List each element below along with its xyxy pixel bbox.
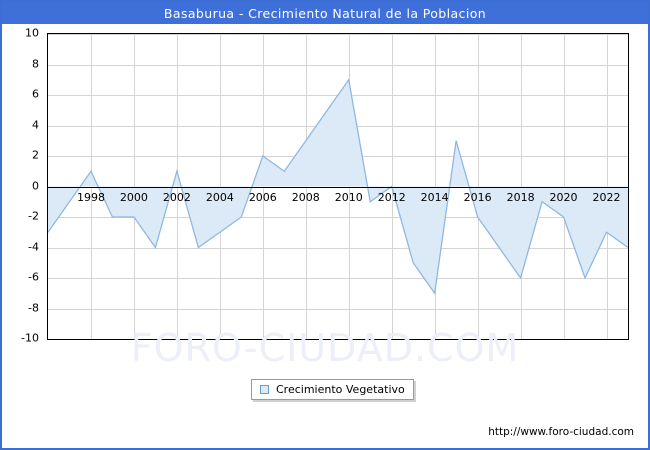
page-title: Basaburua - Crecimiento Natural de la Po… <box>163 5 487 21</box>
y-axis-tick-label: 4 <box>32 118 39 131</box>
x-axis-tick-label: 2022 <box>592 190 621 204</box>
y-axis-tick-label: 10 <box>25 26 39 40</box>
gridline-horizontal <box>48 278 628 279</box>
plot-area: 1998 2000 2002 2004 2006 2008 2010 2012 2014 2016… <box>47 33 629 340</box>
y-axis-tick-label: -8 <box>28 301 39 314</box>
window-title-bar: Basaburua - Crecimiento Natural de la Po… <box>2 2 648 24</box>
x-axis-tick-label: 2020 <box>549 190 578 204</box>
source-url: http://www.foro-ciudad.com <box>488 426 634 438</box>
y-axis-tick-label: -6 <box>28 270 39 284</box>
x-axis-tick-label: 2014 <box>420 190 449 204</box>
y-axis-tick-label: 0 <box>32 179 39 192</box>
x-axis-tick-label: 2006 <box>248 190 277 204</box>
x-axis-tick-label: 2004 <box>205 190 234 204</box>
zero-line <box>48 186 628 188</box>
x-axis-tick-label: 2010 <box>334 190 363 204</box>
gridline-horizontal <box>48 64 628 66</box>
gridline-horizontal <box>48 247 628 249</box>
x-axis-tick-label: 2002 <box>162 190 191 204</box>
y-axis-tick-label: -4 <box>28 240 39 253</box>
line-crecimiento-vegetativo <box>48 78 628 295</box>
y-axis-tick-label: 8 <box>32 57 39 70</box>
legend-swatch-icon <box>260 385 269 394</box>
chart-legend[interactable]: Crecimiento Vegetativo <box>251 379 414 400</box>
x-axis-tick-label: 1998 <box>76 190 105 204</box>
y-axis-tick-label: -2 <box>28 209 39 223</box>
gridline-horizontal <box>48 34 628 35</box>
x-axis-tick-label: 2000 <box>119 190 148 204</box>
legend-item-label: Crecimiento Vegetativo <box>276 383 405 396</box>
gridline-horizontal <box>48 339 628 340</box>
gridline-horizontal <box>48 308 628 310</box>
gridline-horizontal <box>48 217 628 218</box>
y-axis-tick-label: -10 <box>21 331 39 345</box>
x-axis-tick-label: 2016 <box>463 190 492 204</box>
x-axis-tick-label: 2018 <box>506 190 535 204</box>
x-axis-tick-label: 2008 <box>291 190 320 204</box>
y-axis-tick-label: 2 <box>32 148 39 162</box>
x-axis-tick-label: 2012 <box>377 190 406 204</box>
y-axis-tick-label: 6 <box>32 87 39 101</box>
